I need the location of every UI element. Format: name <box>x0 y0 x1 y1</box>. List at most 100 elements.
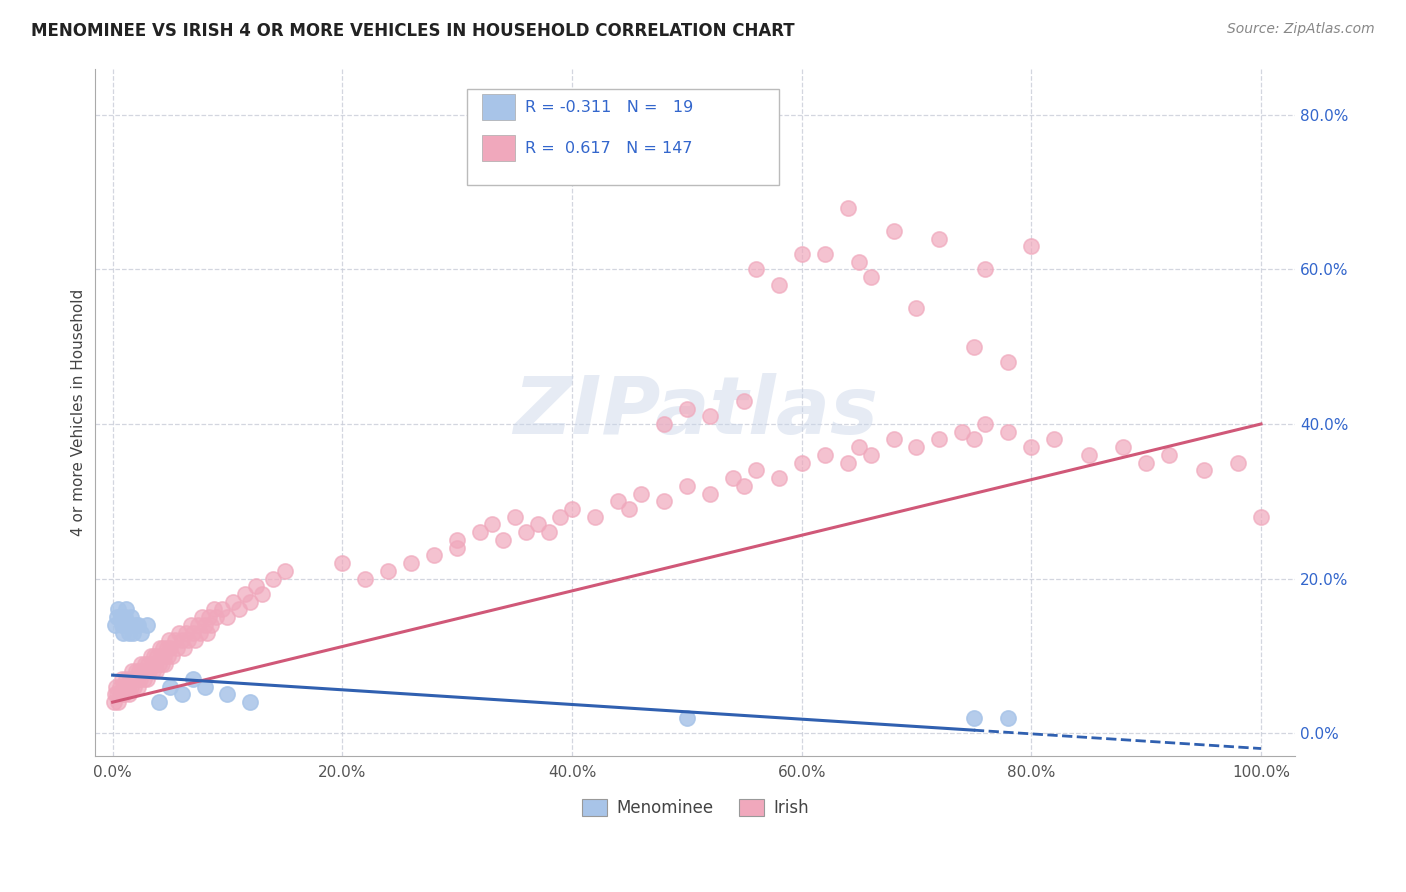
Point <box>188 625 211 640</box>
Point <box>952 425 974 439</box>
Y-axis label: 4 or more Vehicles in Household: 4 or more Vehicles in Household <box>72 289 86 536</box>
Point <box>111 680 134 694</box>
Point <box>193 680 215 694</box>
Point <box>107 695 129 709</box>
Point <box>148 657 170 671</box>
Point <box>848 254 870 268</box>
Point <box>848 440 870 454</box>
Point <box>883 433 905 447</box>
Point <box>181 625 204 640</box>
Point <box>211 602 233 616</box>
Point <box>139 648 162 663</box>
Point <box>136 618 159 632</box>
Point <box>174 625 197 640</box>
Point <box>423 549 446 563</box>
Point <box>143 648 166 663</box>
FancyBboxPatch shape <box>482 94 516 120</box>
Point <box>630 486 652 500</box>
Text: MENOMINEE VS IRISH 4 OR MORE VEHICLES IN HOUSEHOLD CORRELATION CHART: MENOMINEE VS IRISH 4 OR MORE VEHICLES IN… <box>31 22 794 40</box>
Point <box>481 517 503 532</box>
Point <box>138 665 160 679</box>
Point <box>122 672 145 686</box>
Point <box>561 502 583 516</box>
Point <box>149 648 172 663</box>
Point <box>125 672 148 686</box>
Point <box>733 479 755 493</box>
Point <box>790 456 813 470</box>
Point <box>997 355 1019 369</box>
Point <box>503 509 526 524</box>
Point <box>191 610 214 624</box>
Point <box>131 665 153 679</box>
Point <box>136 657 159 671</box>
Point <box>156 648 179 663</box>
Point <box>118 618 141 632</box>
Point <box>354 572 377 586</box>
Point <box>837 201 859 215</box>
Text: R = -0.311   N =   19: R = -0.311 N = 19 <box>524 100 693 114</box>
Point <box>118 672 141 686</box>
Point <box>515 525 537 540</box>
Point <box>111 625 134 640</box>
Point <box>114 610 136 624</box>
Point <box>205 610 228 624</box>
Point <box>111 672 134 686</box>
Point <box>928 231 950 245</box>
Point <box>122 625 145 640</box>
Point <box>157 633 180 648</box>
Point <box>117 618 139 632</box>
Point <box>153 648 176 663</box>
Point <box>127 618 149 632</box>
Point <box>155 641 177 656</box>
Point <box>239 595 262 609</box>
Point <box>114 680 136 694</box>
Point <box>250 587 273 601</box>
Point <box>105 610 128 624</box>
Point <box>143 657 166 671</box>
Point <box>963 433 986 447</box>
Point <box>146 648 169 663</box>
Point <box>963 340 986 354</box>
FancyBboxPatch shape <box>482 136 516 161</box>
Point <box>187 618 209 632</box>
Point <box>1192 463 1215 477</box>
Point <box>103 695 125 709</box>
Point <box>105 680 128 694</box>
Point <box>330 556 353 570</box>
Point <box>446 533 468 547</box>
Point <box>142 665 165 679</box>
Point <box>239 695 262 709</box>
Point <box>145 665 167 679</box>
Point <box>492 533 515 547</box>
Point <box>173 641 195 656</box>
Point <box>162 648 184 663</box>
Point <box>121 665 143 679</box>
Point <box>744 463 766 477</box>
Point <box>108 680 131 694</box>
Point <box>537 525 560 540</box>
Point <box>115 672 138 686</box>
Point <box>104 618 127 632</box>
Point <box>181 672 204 686</box>
Point <box>768 277 790 292</box>
Point <box>163 633 186 648</box>
Point <box>721 471 744 485</box>
Point <box>399 556 422 570</box>
Text: ZIPatlas: ZIPatlas <box>513 374 877 451</box>
Point <box>134 657 156 671</box>
Point <box>111 618 134 632</box>
Point <box>170 688 193 702</box>
Point <box>110 610 132 624</box>
Point <box>217 610 239 624</box>
Point <box>159 641 181 656</box>
Point <box>198 610 221 624</box>
Point <box>222 595 245 609</box>
Point <box>245 579 267 593</box>
Point <box>132 672 155 686</box>
Point <box>228 602 250 616</box>
Point <box>814 247 837 261</box>
Point <box>118 688 141 702</box>
Point <box>1135 456 1157 470</box>
Point <box>1227 456 1250 470</box>
Point <box>619 502 641 516</box>
